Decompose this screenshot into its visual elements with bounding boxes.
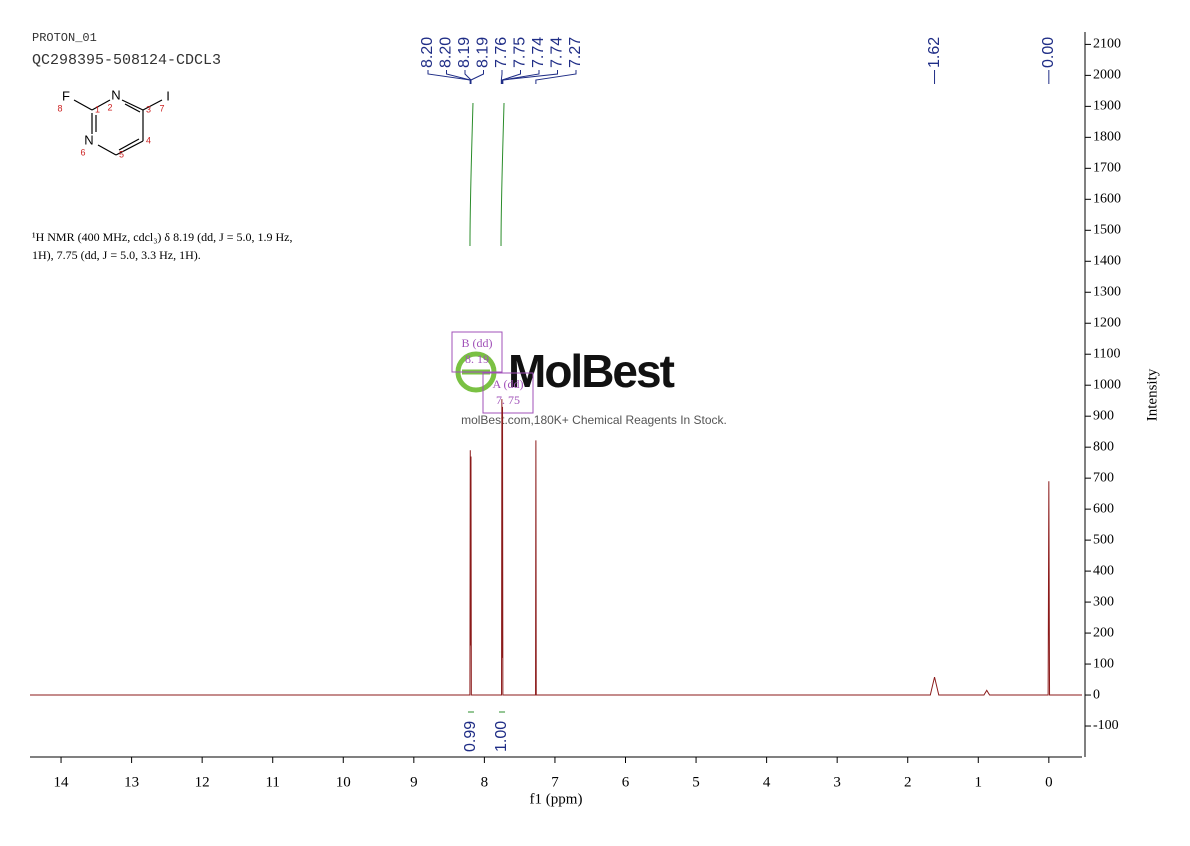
peak-label: 8.20: [438, 37, 455, 68]
atom-symbol: I: [166, 88, 170, 103]
atom-symbol: F: [62, 88, 70, 103]
peak-label: 1.62: [926, 37, 943, 68]
y-tick-label: 1600: [1093, 192, 1121, 207]
y-tick-label: 1100: [1093, 346, 1120, 361]
x-tick-label: 7: [551, 774, 559, 790]
peak-connector: [470, 70, 484, 84]
y-tick-label: 1800: [1093, 130, 1121, 145]
x-tick-label: 6: [622, 774, 630, 790]
x-axis-label: f1 (ppm): [530, 791, 583, 807]
atom-number: 1: [95, 104, 100, 114]
atom-number: 6: [80, 147, 85, 157]
x-tick-label: 3: [833, 774, 841, 790]
y-tick-label: 2000: [1093, 68, 1121, 83]
atom-number: 3: [146, 104, 151, 114]
y-tick-label: 1400: [1093, 253, 1121, 268]
atom-number: 5: [119, 149, 124, 159]
y-tick-label: 200: [1093, 625, 1114, 640]
y-axis-label: Intensity: [1144, 368, 1160, 421]
description: 1H), 7.75 (dd, J = 5.0, 3.3 Hz, 1H).: [32, 248, 201, 262]
peak-label: 0.00: [1040, 37, 1057, 68]
atom-number: 8: [57, 103, 62, 113]
y-tick-label: 300: [1093, 594, 1114, 609]
subtitle: QC298395-508124-CDCL3: [32, 52, 221, 69]
y-tick-label: 1500: [1093, 223, 1121, 238]
x-tick-label: 9: [410, 774, 418, 790]
x-tick-label: 0: [1045, 774, 1053, 790]
peak-connector: [500, 70, 503, 84]
y-tick-label: 100: [1093, 656, 1114, 671]
y-tick-label: 1700: [1093, 161, 1121, 176]
peak-label: 7.76: [493, 37, 510, 68]
integral-label: 0.99: [462, 721, 479, 752]
atom-symbol: N: [84, 132, 93, 147]
structure-bonds: [73, 99, 163, 156]
y-tick-label: 800: [1093, 439, 1114, 454]
x-tick-label: 10: [336, 774, 351, 790]
y-tick-label: 500: [1093, 532, 1114, 547]
y-tick-label: 700: [1093, 470, 1114, 485]
spectrum-line: [30, 399, 1082, 696]
peak-label: 7.74: [549, 37, 566, 68]
peak-label: 7.75: [512, 37, 529, 68]
peak-label: 7.27: [567, 37, 584, 68]
x-tick-label: 11: [265, 774, 279, 790]
y-tick-label: 0: [1093, 687, 1100, 702]
multiplet-label: A (dd): [493, 377, 524, 391]
y-tick-label: 2100: [1093, 37, 1121, 52]
title: PROTON_01: [32, 31, 97, 45]
peak-label: 8.19: [456, 37, 473, 68]
peak-connector: [427, 70, 471, 84]
x-tick-label: 5: [692, 774, 700, 790]
peak-label: 8.19: [475, 37, 492, 68]
atom-symbol: N: [111, 87, 120, 102]
x-tick-label: 8: [481, 774, 489, 790]
integral-label: 1.00: [493, 721, 510, 752]
x-tick-label: 14: [54, 774, 70, 790]
x-tick-label: 1: [975, 774, 983, 790]
y-tick-label: 1200: [1093, 315, 1121, 330]
integral-curve: [469, 102, 474, 247]
description: ¹H NMR (400 MHz, cdcl₃) δ 8.19 (dd, J = …: [32, 230, 293, 244]
y-tick-label: -100: [1093, 718, 1119, 733]
y-tick-label: 1000: [1093, 377, 1121, 392]
atom-number: 4: [146, 135, 151, 145]
y-tick-label: 900: [1093, 408, 1114, 423]
atom-number: 2: [107, 102, 112, 112]
watermark-note: molBest.com,180K+ Chemical Reagents In S…: [461, 413, 727, 427]
x-tick-label: 12: [195, 774, 210, 790]
y-tick-label: 600: [1093, 501, 1114, 516]
y-tick-label: 400: [1093, 563, 1114, 578]
watermark: MolBest: [508, 345, 675, 397]
multiplet-shift: 8. 19: [465, 352, 489, 366]
peak-label: 7.74: [530, 37, 547, 68]
x-tick-label: 2: [904, 774, 912, 790]
x-tick-label: 4: [763, 774, 771, 790]
y-tick-label: 1300: [1093, 284, 1121, 299]
peak-connector: [535, 70, 577, 84]
atom-number: 7: [159, 103, 164, 113]
peak-connector: [446, 70, 471, 84]
peak-label: 8.20: [419, 37, 436, 68]
y-tick-label: 1900: [1093, 99, 1121, 114]
multiplet-label: B (dd): [462, 336, 493, 350]
peak-connector: [501, 70, 521, 84]
integral-curve: [500, 102, 505, 247]
multiplet-shift: 7. 75: [496, 393, 520, 407]
multiplet-box: [451, 331, 503, 373]
multiplet-box: [482, 372, 534, 414]
x-tick-label: 13: [124, 774, 139, 790]
peak-connector: [502, 70, 558, 84]
